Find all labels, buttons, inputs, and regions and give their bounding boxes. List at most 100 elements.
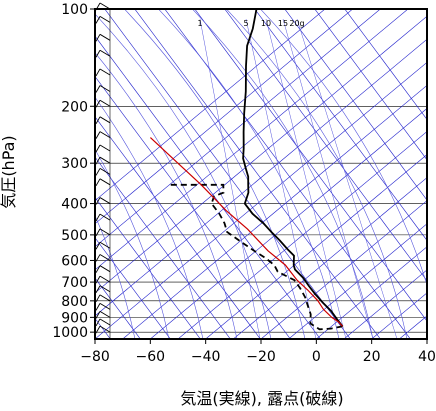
sounding-series — [149, 9, 344, 331]
isotherm-line — [95, 9, 381, 248]
wind-barb-flag — [95, 49, 101, 58]
wind-barb — [99, 156, 111, 164]
wind-barb-flag — [95, 168, 101, 176]
mixing-ratio-line — [282, 18, 374, 339]
wind-barb — [99, 228, 111, 236]
wind-barb — [99, 15, 111, 23]
dry-adiabat-line — [134, 9, 381, 339]
wind-barb — [99, 168, 111, 175]
wind-barb-flag — [95, 254, 101, 262]
mixing-ratio-label: 5 — [243, 19, 248, 28]
isotherm-line — [426, 338, 427, 339]
x-tick-label-40: 40 — [418, 349, 436, 365]
wind-barb-flag — [95, 100, 101, 108]
wind-barb-flag — [95, 275, 101, 284]
wind-barb-flag — [95, 294, 101, 303]
dry-adiabat-line — [95, 196, 201, 339]
y-tick-label-600: 600 — [61, 253, 88, 269]
moist-adiabat-line — [191, 9, 374, 339]
wind-barb-flag — [95, 178, 101, 187]
mixing-ratio-labels: 1 5 10 15 20g — [197, 19, 304, 28]
wind-barb — [99, 197, 111, 204]
dry-adiabat-line — [254, 9, 427, 241]
dewpoint-line — [170, 183, 343, 331]
mixing-ratio-line — [245, 18, 317, 339]
wind-barb-flag — [95, 318, 101, 327]
dry-adiabat-line — [95, 116, 261, 339]
wind-barb-flag — [95, 197, 101, 205]
wind-barb-flag — [95, 325, 101, 334]
isotherm-line — [95, 38, 427, 317]
wind-barb — [99, 85, 111, 92]
moist-adiabat-line — [123, 9, 306, 339]
dry-adiabat-line — [344, 9, 427, 121]
wind-barb — [99, 241, 111, 249]
isotherm-line — [150, 108, 427, 339]
wind-barb — [99, 318, 111, 326]
plot-background — [95, 9, 427, 339]
isotherm-line — [233, 177, 427, 339]
mixing-ratio-label: 15 — [278, 19, 288, 28]
wind-barb-flag — [95, 213, 101, 222]
isotherm-line — [205, 154, 427, 339]
x-tick-label-20: 20 — [363, 349, 381, 365]
wind-barb — [99, 294, 111, 302]
moist-adiabat-line — [225, 9, 408, 339]
isotherm-line — [260, 200, 427, 339]
x-tick-labels: −80 −60 −40 −20 0 20 40 — [80, 339, 436, 365]
y-axis-label: 気圧(hPa) — [0, 135, 18, 208]
moist-adiabat-line — [95, 149, 170, 339]
isotherm-line — [316, 246, 427, 339]
x-axis-label: 気温(実線), 露点(破線) — [180, 389, 343, 408]
dry-adiabat-line — [314, 9, 427, 161]
wind-barb-flag — [95, 16, 101, 24]
wind-barb — [99, 310, 111, 318]
x-tick-label-0: 0 — [312, 349, 321, 365]
thermo-background-lines — [95, 9, 427, 339]
parcel-line — [149, 137, 344, 327]
wind-barb-flag — [95, 68, 101, 77]
isotherm-line — [343, 269, 427, 339]
y-tick-label-100: 100 — [61, 2, 88, 18]
isotherm-line — [288, 223, 427, 339]
mixing-ratio-label: 10 — [261, 19, 271, 28]
moist-adiabat-line — [95, 52, 238, 339]
wind-barb-flag — [95, 156, 101, 165]
moist-adiabat-line — [157, 9, 340, 339]
y-tick-label-1000: 1000 — [52, 325, 88, 341]
moist-adiabat-line — [95, 96, 204, 339]
y-tick-label-900: 900 — [61, 310, 88, 326]
dry-adiabat-line — [194, 9, 427, 322]
x-tick-label--20: −20 — [246, 349, 276, 365]
dry-adiabat-line — [95, 277, 141, 339]
wind-barb — [99, 68, 111, 76]
x-tick-label--60: −60 — [136, 349, 166, 365]
y-tick-label-300: 300 — [61, 156, 88, 172]
wind-barb — [99, 285, 111, 293]
isotherm-line — [95, 9, 353, 225]
isotherm-line — [95, 61, 427, 339]
wind-barb-flag — [95, 311, 101, 319]
wind-barb-flag — [95, 85, 101, 93]
mixing-ratio-line — [265, 18, 347, 339]
wind-barb-flag — [95, 303, 101, 311]
dry-adiabat-line — [95, 237, 171, 339]
wind-barb-flag — [95, 228, 101, 237]
isotherm-line — [95, 15, 427, 294]
mixing-ratio-line — [199, 18, 261, 339]
y-tick-label-200: 200 — [61, 99, 88, 115]
dry-adiabat-line — [164, 9, 411, 339]
y-tick-label-700: 700 — [61, 275, 88, 291]
dry-adiabat-line — [284, 9, 427, 201]
wind-barb — [99, 116, 111, 124]
wind-barb-flag — [95, 116, 101, 125]
wind-barb — [99, 265, 111, 273]
moist-adiabat-line — [95, 13, 272, 339]
dry-adiabat-line — [95, 156, 231, 339]
mixing-ratio-line — [296, 18, 398, 339]
mixing-ratio-label: 20g — [289, 19, 304, 28]
wind-barb — [99, 302, 111, 310]
wind-barb — [99, 33, 111, 41]
wind-barb — [99, 99, 111, 107]
